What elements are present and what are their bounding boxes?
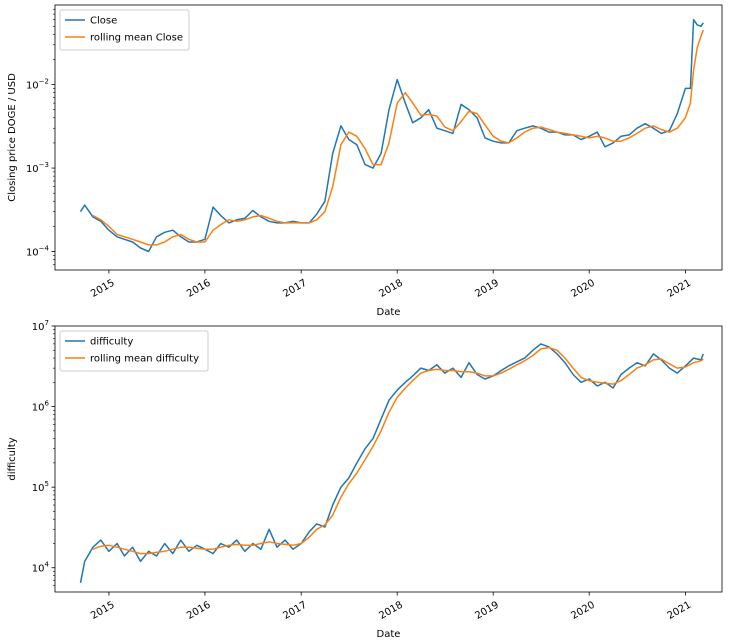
difficulty-series-rolling-mean-line [92, 346, 704, 555]
close-price-x-tick-label: 2017 [281, 278, 309, 300]
close-price-x-tick-label: 2020 [569, 278, 597, 300]
close-price-legend: Close rolling mean Close [59, 9, 190, 51]
close-price-legend-entry: Close [90, 16, 117, 27]
difficulty-chart: 104 105 106 107 2015 2016 2017 2018 2019 2020 2021… [7, 319, 723, 640]
close-price-x-tick-label: 2015 [89, 278, 117, 300]
close-price-y-tick-label: 10−3 [26, 161, 49, 175]
close-price-axes-frame [54, 4, 723, 271]
difficulty-y-tick-label: 105 [32, 480, 49, 494]
difficulty-y-tick-label: 104 [32, 561, 50, 575]
close-price-legend-entry: rolling mean Close [90, 33, 183, 44]
difficulty-legend-box [59, 330, 209, 372]
difficulty-x-tick-label: 2016 [185, 600, 213, 622]
difficulty-x-tick-label: 2017 [281, 600, 309, 622]
close-price-chart: 10−4 10−3 10−2 2015 2016 2017 2018 2019 2020 2021… [7, 4, 723, 318]
difficulty-legend-entry: rolling mean difficulty [90, 354, 199, 365]
close-price-y-tick-label: 10−2 [26, 78, 49, 92]
difficulty-x-tick-label: 2015 [89, 600, 117, 622]
close-price-series-raw-line [79, 18, 704, 253]
difficulty-y-tick-label: 106 [32, 400, 50, 414]
close-price-x-tick-label: 2019 [473, 278, 501, 300]
close-price-x-tick-label: 2016 [185, 278, 213, 300]
close-price-legend-box [59, 9, 190, 51]
close-price-x-tick-label: 2021 [666, 278, 694, 300]
close-price-series-rolling-mean-line [92, 29, 705, 246]
difficulty-x-axis-label: Date [377, 629, 401, 640]
close-price-y-axis-label: Closing price DOGE / USD [7, 73, 18, 202]
difficulty-y-axis-label: difficulty [7, 437, 18, 480]
difficulty-legend-entry: difficulty [90, 337, 133, 348]
close-price-y-tick-label: 10−4 [26, 244, 50, 258]
difficulty-x-tick-label: 2018 [377, 600, 405, 622]
difficulty-axes-frame [54, 325, 723, 593]
close-price-x-axis-label: Date [377, 307, 401, 318]
difficulty-legend: difficulty rolling mean difficulty [59, 330, 209, 372]
close-price-x-tick-label: 2018 [377, 278, 405, 300]
difficulty-series-raw-line [79, 343, 705, 583]
difficulty-x-tick-label: 2019 [473, 600, 501, 622]
difficulty-x-tick-label: 2020 [569, 600, 597, 622]
difficulty-x-tick-label: 2021 [666, 600, 694, 622]
difficulty-y-tick-label: 107 [32, 319, 49, 333]
